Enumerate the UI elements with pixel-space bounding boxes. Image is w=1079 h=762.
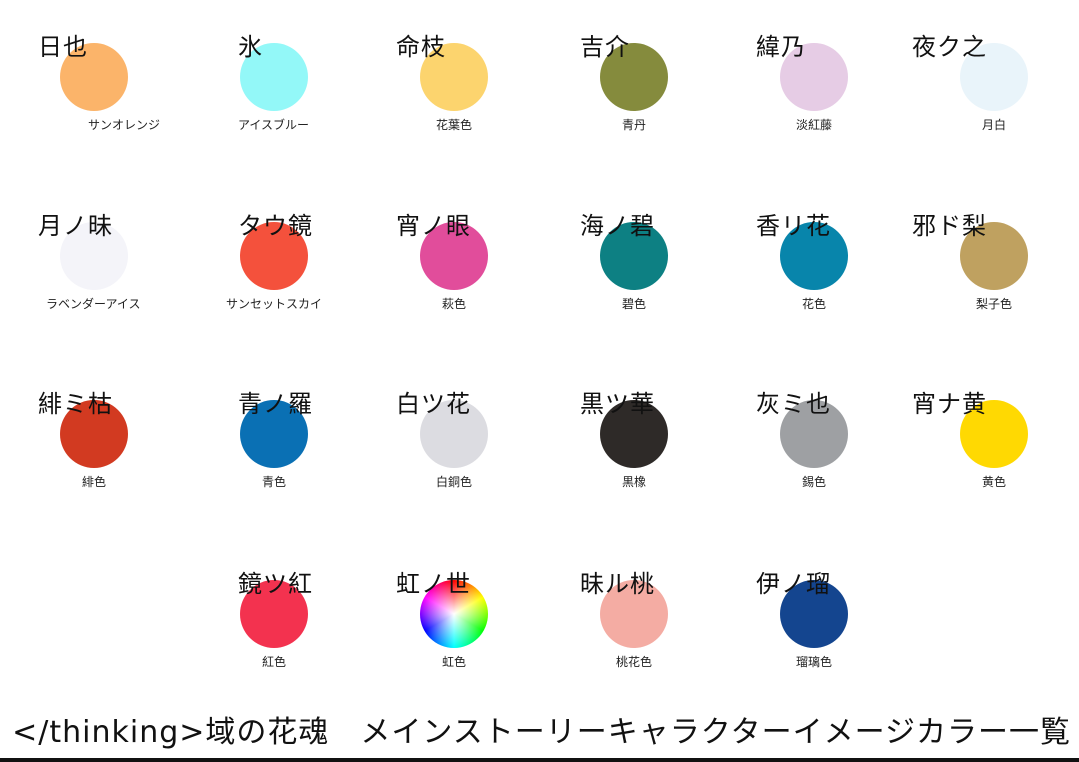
character-name: 命枝 xyxy=(396,33,446,61)
bottom-divider xyxy=(0,758,1079,762)
color-name-label: 梨子色 xyxy=(976,297,1013,311)
color-swatch xyxy=(240,222,308,290)
character-name: 海ノ碧 xyxy=(580,212,655,240)
color-name-label: アイスブルー xyxy=(238,118,310,132)
color-swatch xyxy=(60,222,128,290)
color-swatch xyxy=(240,400,308,468)
color-name-label: 桃花色 xyxy=(616,655,653,669)
character-name: 黒ツ華 xyxy=(580,390,655,418)
color-name-label: 萩色 xyxy=(442,297,467,311)
color-swatch xyxy=(600,222,668,290)
color-name-label: 淡紅藤 xyxy=(796,118,833,132)
color-name-label: サンセットスカイ xyxy=(226,297,323,311)
color-swatch xyxy=(600,43,668,111)
color-name-label: 虹色 xyxy=(442,655,467,669)
page-title: </thinking>域の花魂 メインストーリーキャラクターイメージカラー一覧 xyxy=(12,715,1071,750)
character-name: 月ノ昧 xyxy=(38,212,113,240)
color-name-label: 碧色 xyxy=(622,297,647,311)
character-name: 青ノ羅 xyxy=(238,390,313,418)
color-swatch xyxy=(60,400,128,468)
character-name: 虹ノ世 xyxy=(396,570,471,598)
character-name: タウ鏡 xyxy=(238,212,313,240)
color-swatch xyxy=(420,400,488,468)
color-name-label: 瑠璃色 xyxy=(796,655,833,669)
character-name: 宵ナ黄 xyxy=(912,390,987,418)
character-name: 灰ミ也 xyxy=(756,390,831,418)
character-name: 香リ花 xyxy=(756,212,831,240)
color-name-label: 白銅色 xyxy=(436,475,473,489)
color-swatch xyxy=(240,580,308,648)
color-swatch xyxy=(960,400,1028,468)
color-swatch xyxy=(780,222,848,290)
color-name-label: 青丹 xyxy=(622,118,647,132)
color-name-label: 錫色 xyxy=(802,475,827,489)
color-name-label: 黄色 xyxy=(982,475,1007,489)
color-swatch xyxy=(240,43,308,111)
character-name: 日也 xyxy=(38,33,88,61)
color-swatch xyxy=(600,400,668,468)
character-name: 白ツ花 xyxy=(396,390,471,418)
character-name: 緋ミ枯 xyxy=(38,390,113,418)
color-name-label: 黒橡 xyxy=(622,475,647,489)
color-name-label: 青色 xyxy=(262,475,287,489)
color-name-label: サンオレンジ xyxy=(88,118,161,132)
color-name-label: 月白 xyxy=(982,118,1007,132)
color-swatch xyxy=(420,580,488,648)
color-swatch xyxy=(420,43,488,111)
character-name: 昧ル桃 xyxy=(580,570,655,598)
color-swatch xyxy=(780,43,848,111)
color-swatch xyxy=(420,222,488,290)
color-name-label: 花色 xyxy=(802,297,827,311)
color-swatch xyxy=(780,400,848,468)
color-name-label: ラベンダーアイス xyxy=(46,297,141,311)
character-name: 伊ノ瑠 xyxy=(756,570,831,598)
character-name: 吉介 xyxy=(580,33,630,61)
character-name: 邪ド梨 xyxy=(912,212,987,240)
color-swatch xyxy=(780,580,848,648)
color-name-label: 花葉色 xyxy=(436,118,473,132)
character-name: 鏡ツ紅 xyxy=(238,570,313,598)
color-swatch xyxy=(60,43,128,111)
color-swatch xyxy=(960,222,1028,290)
character-name: 緯乃 xyxy=(756,33,806,61)
color-swatch xyxy=(600,580,668,648)
color-swatch xyxy=(960,43,1028,111)
color-name-label: 緋色 xyxy=(82,475,107,489)
color-name-label: 紅色 xyxy=(262,655,287,669)
character-name: 宵ノ眼 xyxy=(396,212,471,240)
character-name: 氷 xyxy=(238,33,263,61)
character-name: 夜ク之 xyxy=(912,33,987,61)
